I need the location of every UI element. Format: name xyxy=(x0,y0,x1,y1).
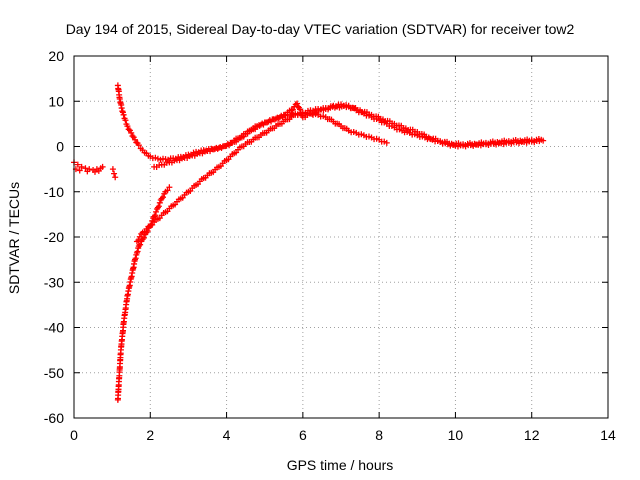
x-tick-label: 14 xyxy=(600,427,616,443)
data-points xyxy=(71,82,547,403)
data-point xyxy=(538,136,545,143)
grid xyxy=(74,56,608,418)
y-tick-label: 0 xyxy=(56,139,64,155)
data-point xyxy=(76,167,83,174)
y-tick-label: 20 xyxy=(48,48,64,64)
data-point xyxy=(84,168,91,175)
x-tick-label: 12 xyxy=(524,427,540,443)
data-point-interp xyxy=(296,106,303,113)
data-point-interp xyxy=(152,212,159,219)
data-point xyxy=(91,168,98,175)
data-point-interp xyxy=(129,133,136,140)
y-tick-label: -10 xyxy=(44,184,64,200)
data-point xyxy=(74,161,81,168)
y-tick-label: -40 xyxy=(44,320,64,336)
data-point xyxy=(109,166,116,173)
y-tick-label: -50 xyxy=(44,365,64,381)
x-tick-label: 8 xyxy=(375,427,383,443)
data-point xyxy=(82,165,89,172)
data-point-interp xyxy=(140,234,147,241)
data-point-interp xyxy=(137,241,144,248)
y-tick-label: -60 xyxy=(44,410,64,426)
data-point xyxy=(120,111,127,118)
y-tick-labels: 20 10 0 -10 -20 -30 -40 -50 -60 xyxy=(44,48,64,426)
data-point xyxy=(128,129,135,136)
data-point xyxy=(166,184,173,191)
data-point xyxy=(78,163,85,170)
y-axis-title: SDTVAR / TECUs xyxy=(6,182,22,294)
data-point-interp xyxy=(135,237,142,244)
data-point xyxy=(294,100,301,107)
data-point xyxy=(122,117,129,124)
x-tick-label: 4 xyxy=(223,427,231,443)
x-axis-title: GPS time / hours xyxy=(287,457,394,473)
data-point xyxy=(132,136,139,143)
y-tick-label: -30 xyxy=(44,274,64,290)
x-tick-labels: 0 2 4 6 8 10 12 14 xyxy=(70,427,616,443)
x-tick-label: 6 xyxy=(299,427,307,443)
x-tick-label: 2 xyxy=(146,427,154,443)
data-point xyxy=(124,123,131,130)
data-point-interp xyxy=(155,203,162,210)
data-point xyxy=(111,170,118,177)
x-tick-label: 10 xyxy=(448,427,464,443)
data-point xyxy=(112,174,119,181)
y-tick-label: 10 xyxy=(48,93,64,109)
axis-ticks xyxy=(73,55,609,419)
y-tick-label: -20 xyxy=(44,229,64,245)
x-tick-label: 0 xyxy=(70,427,78,443)
data-point-interp xyxy=(164,187,171,194)
data-point-interp xyxy=(125,126,132,133)
data-point-interp xyxy=(156,199,163,206)
data-point xyxy=(95,167,102,174)
data-point xyxy=(99,163,106,170)
chart-title: Day 194 of 2015, Sidereal Day-to-day VTE… xyxy=(66,21,575,37)
data-point xyxy=(383,139,390,146)
data-point-interp xyxy=(160,194,166,201)
data-point xyxy=(135,142,142,149)
data-point-interp xyxy=(153,208,160,215)
